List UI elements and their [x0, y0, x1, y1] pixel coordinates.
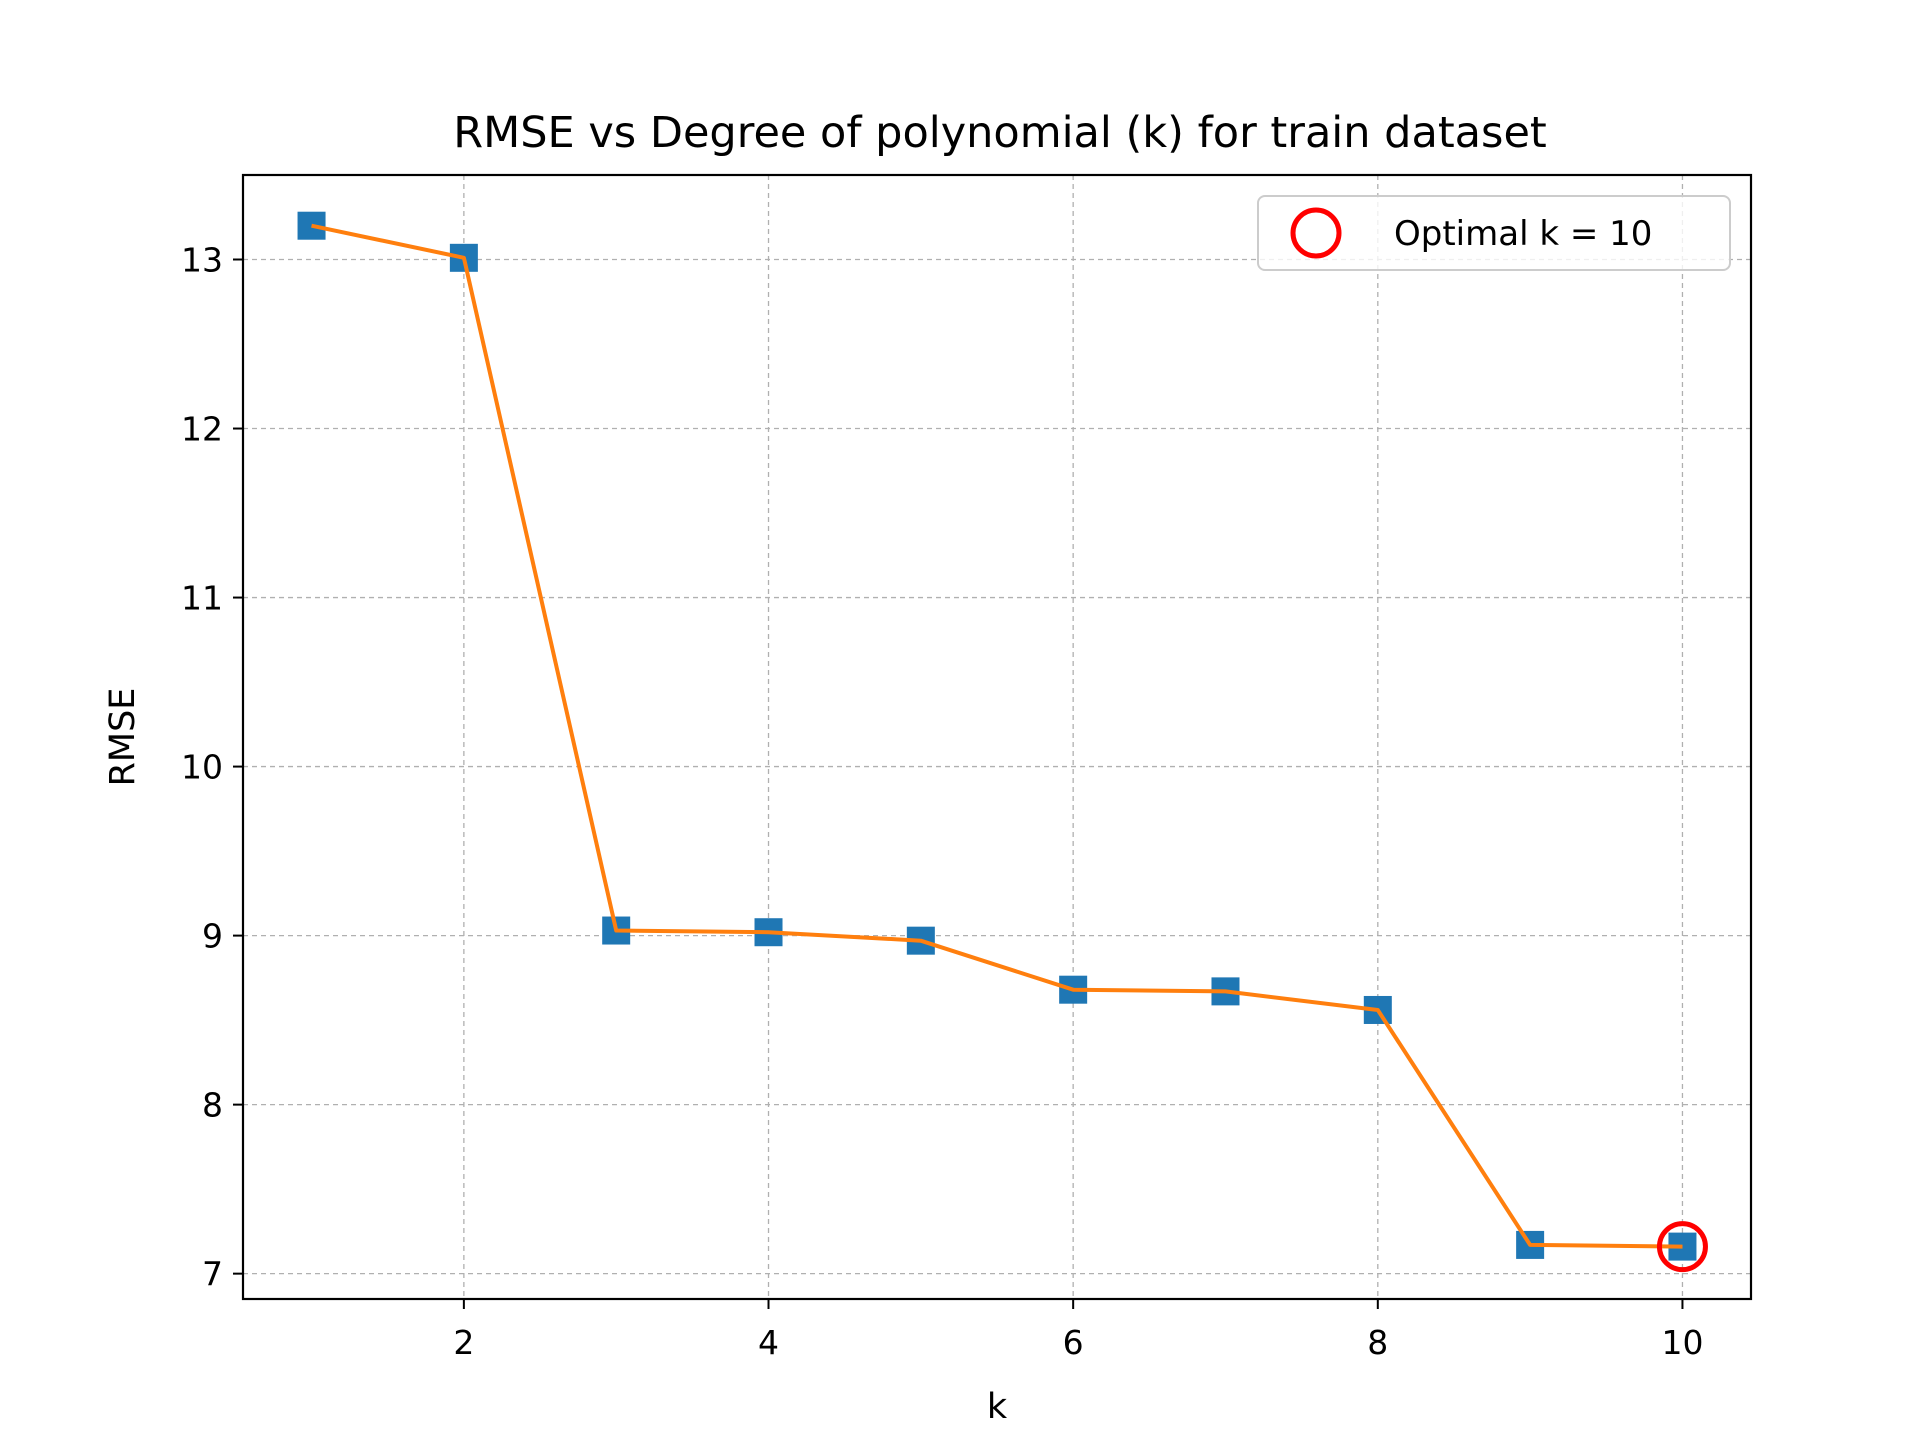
highlight-layer — [1656, 1221, 1708, 1273]
plot-marker-layer — [297, 211, 1697, 1261]
y-tick-label: 12 — [181, 410, 223, 449]
legend-label-optimal: Optimal k = 10 — [1394, 214, 1652, 254]
x-tick-label: 10 — [1661, 1323, 1703, 1362]
y-tick-label: 7 — [202, 1255, 223, 1294]
legend: Optimal k = 10 — [1257, 195, 1731, 271]
x-tick-label: 6 — [1063, 1323, 1084, 1362]
x-axis-label: k — [987, 1387, 1008, 1427]
y-tick-label: 9 — [202, 917, 223, 956]
y-axis-ticks: 7 8 9 10 11 12 13 — [181, 241, 243, 1294]
y-tick-label: 10 — [181, 748, 223, 787]
x-tick-label: 4 — [758, 1323, 779, 1362]
x-tick-label: 2 — [453, 1323, 474, 1362]
x-tick-label: 8 — [1367, 1323, 1388, 1362]
y-tick-label: 11 — [181, 579, 223, 618]
y-tick-label: 8 — [202, 1086, 223, 1125]
grid — [243, 175, 1751, 1299]
x-axis-ticks: 2 4 6 8 10 — [453, 1299, 1703, 1362]
legend-marker-optimal — [1290, 207, 1342, 259]
optimal-k-marker — [1656, 1221, 1708, 1273]
y-axis-label: RMSE — [103, 688, 143, 787]
legend-box — [1257, 195, 1731, 271]
chart-title: RMSE vs Degree of polynomial (k) for tra… — [453, 108, 1547, 158]
plot-area-frame — [241, 173, 1753, 1301]
y-tick-label: 13 — [181, 241, 223, 280]
series-line — [311, 223, 1683, 1249]
